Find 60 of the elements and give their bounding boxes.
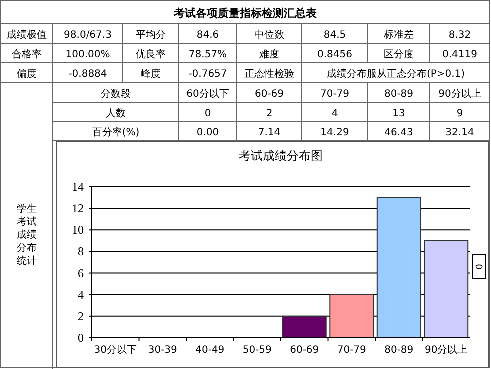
text: 考试各项质量指标检测汇总表 bbox=[173, 7, 318, 20]
text: 0 bbox=[204, 108, 212, 120]
text: 百分率(%) bbox=[92, 126, 140, 138]
x-tick-label: 70-79 bbox=[337, 345, 366, 356]
text: 13 bbox=[392, 108, 406, 120]
text: 偏度 bbox=[17, 68, 37, 80]
text: 人数 bbox=[106, 108, 126, 120]
y-tick-label: 6 bbox=[78, 266, 84, 280]
x-tick-label: 30分以下 bbox=[94, 344, 137, 356]
x-tick-label: 80-89 bbox=[384, 345, 414, 356]
text: 70-79 bbox=[320, 89, 350, 100]
text: 成绩极值 bbox=[7, 29, 47, 41]
text: 7.14 bbox=[258, 128, 281, 138]
x-tick-label: 30-39 bbox=[148, 345, 178, 356]
text: 0.00 bbox=[196, 128, 220, 138]
text: 0.8456 bbox=[318, 50, 352, 60]
y-tick-label: 12 bbox=[72, 202, 84, 216]
y-tick-label: 14 bbox=[72, 180, 84, 194]
text: 78.57% bbox=[188, 50, 228, 60]
y-tick-label: 4 bbox=[78, 288, 84, 302]
text: 46.43 bbox=[384, 128, 414, 138]
y-tick-label: 2 bbox=[78, 309, 84, 324]
text: 0 bbox=[473, 264, 483, 270]
text: 100.00% bbox=[66, 50, 110, 60]
text: 0.4119 bbox=[442, 50, 478, 60]
text: 平均分 bbox=[136, 29, 166, 41]
x-tick-label: 40-49 bbox=[196, 345, 225, 356]
text: 80-89 bbox=[384, 89, 414, 100]
text: 32.14 bbox=[446, 128, 474, 138]
text: 4 bbox=[332, 108, 338, 120]
text: 优良率 bbox=[136, 48, 166, 60]
y-tick-label: 8 bbox=[78, 244, 84, 259]
text: 成绩分布服从正态分布(P>0.1) bbox=[326, 68, 466, 80]
text: 9 bbox=[456, 108, 464, 120]
x-tick-label: 90分以上 bbox=[425, 344, 468, 356]
text: 60分以下 bbox=[186, 88, 230, 100]
x-tick-label: 60-69 bbox=[290, 345, 320, 356]
text: 98.0/67.3 bbox=[64, 30, 112, 41]
text: 14.29 bbox=[320, 128, 350, 138]
text: 合格率 bbox=[12, 48, 42, 60]
text: -0.7657 bbox=[188, 69, 228, 80]
chart-title: 考试成绩分布图 bbox=[239, 149, 323, 163]
text: 标准差 bbox=[383, 29, 414, 41]
text: 84.5 bbox=[324, 30, 346, 41]
text: 中位数 bbox=[254, 29, 284, 41]
x-tick-label: 50-59 bbox=[242, 345, 272, 356]
text: 8.32 bbox=[448, 30, 472, 41]
text: 2 bbox=[266, 108, 273, 120]
text: 90分以上 bbox=[438, 88, 482, 100]
text: 学生考试成绩分布统计 bbox=[17, 203, 37, 267]
text: -0.8884 bbox=[68, 69, 108, 80]
text: 60-69 bbox=[254, 89, 284, 100]
text: 分数段 bbox=[101, 88, 131, 100]
y-tick-label: 0 bbox=[78, 331, 84, 345]
text: 峰度 bbox=[141, 68, 161, 80]
text: 难度 bbox=[260, 48, 280, 60]
text: 正态性检验 bbox=[244, 68, 294, 80]
text: 84.6 bbox=[196, 30, 220, 41]
text: 区分度 bbox=[384, 48, 414, 60]
y-tick-label: 10 bbox=[72, 223, 84, 238]
